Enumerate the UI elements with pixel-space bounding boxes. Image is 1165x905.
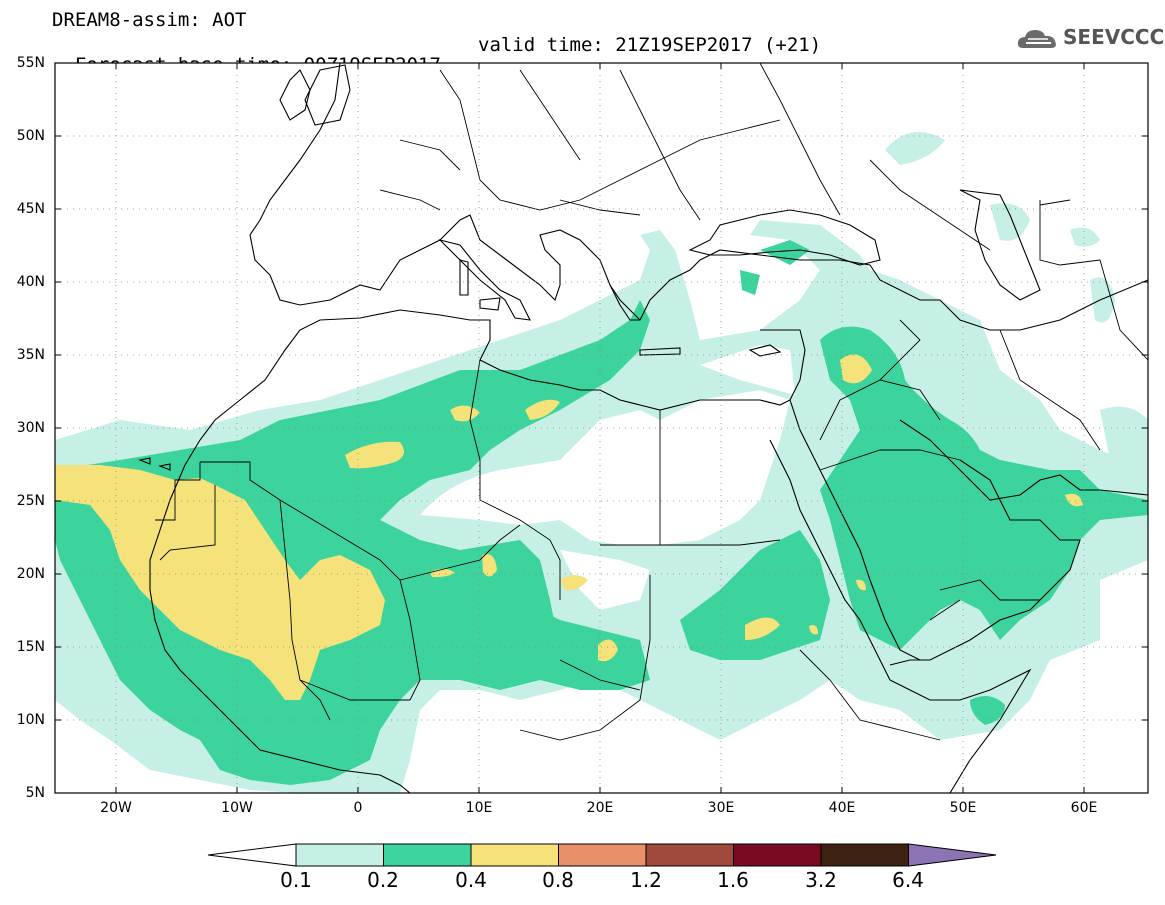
lat-label: 20N: [16, 566, 45, 582]
colorbar-label: 1.6: [717, 868, 749, 892]
colorbar-label: 0.4: [455, 868, 487, 892]
lon-label: 50E: [949, 800, 977, 816]
lat-label: 25N: [16, 493, 45, 509]
lat-label: 40N: [16, 274, 45, 290]
lat-label: 45N: [16, 201, 45, 217]
logo-text: SEEVCCC: [1063, 25, 1165, 49]
coastlines: [138, 63, 1148, 793]
lat-label: 35N: [16, 347, 45, 363]
aot-contour-0.2: [55, 240, 1148, 785]
lon-label: 30E: [707, 800, 735, 816]
cloud-icon: [1017, 30, 1056, 48]
lon-label: 60E: [1070, 800, 1098, 816]
lon-label: 20W: [100, 800, 132, 816]
lon-label: 10E: [465, 800, 493, 816]
axis-ticks: [55, 63, 1148, 793]
lon-label: 10W: [221, 800, 253, 816]
lon-label: 0: [353, 800, 363, 816]
colorbar-label: 6.4: [892, 868, 924, 892]
lon-label: 20E: [586, 800, 614, 816]
colorbar-label: 3.2: [805, 868, 837, 892]
grid-lines: [55, 63, 1148, 793]
colorbar-label: 0.8: [542, 868, 574, 892]
chart-title: DREAM8-assim: AOT: [52, 9, 247, 31]
colorbar-label: 0.2: [367, 868, 399, 892]
lat-label: 50N: [16, 128, 45, 144]
valid-time: valid time: 21Z19SEP2017 (+21): [478, 34, 822, 56]
aot-contour-0.4: [55, 354, 1083, 700]
aot-low-regions: [420, 345, 795, 610]
colorbar-label: 1.2: [630, 868, 662, 892]
lat-label: 15N: [16, 639, 45, 655]
lon-label: 40E: [828, 800, 856, 816]
seevccc-logo: SEEVCCC: [1015, 22, 1164, 54]
country-borders: [155, 63, 1148, 741]
lat-label: 30N: [16, 420, 45, 436]
colorbar-label: 0.1: [280, 868, 312, 892]
lat-label: 55N: [16, 55, 45, 71]
lat-label: 5N: [25, 785, 45, 801]
lat-label: 10N: [16, 712, 45, 728]
